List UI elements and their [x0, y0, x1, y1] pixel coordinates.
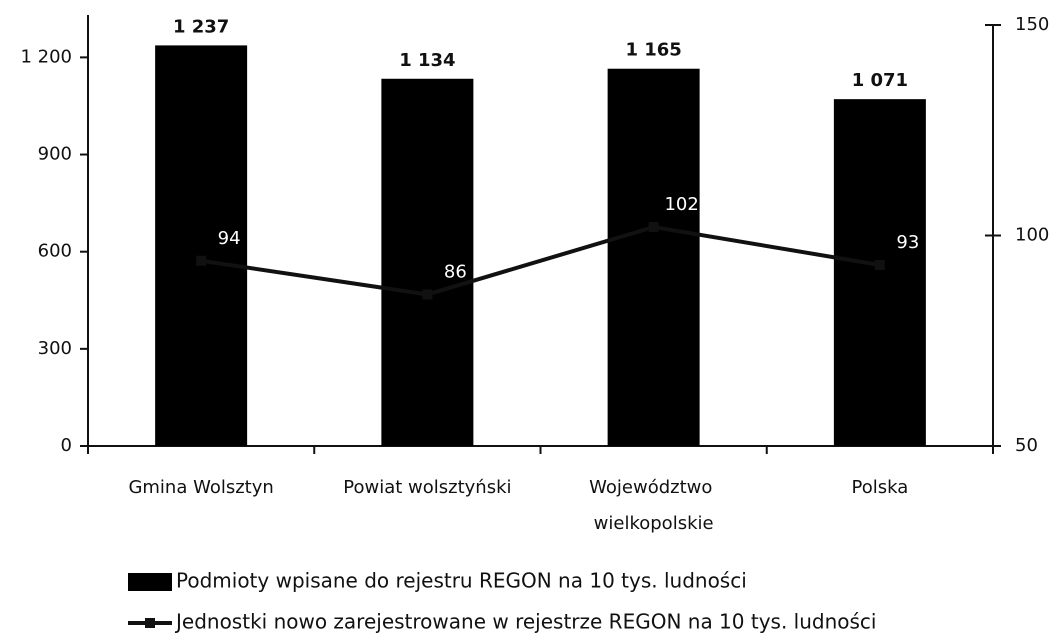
- bar: [381, 78, 474, 447]
- line-marker: [874, 259, 885, 270]
- line-value-label: 86: [444, 261, 467, 282]
- bar-value-label: 1 071: [852, 70, 908, 91]
- bar-value-label: 1 134: [399, 50, 455, 71]
- y2-tick-label: 150: [1015, 14, 1049, 35]
- y-tick-label: 300: [38, 338, 72, 359]
- bar: [607, 68, 700, 446]
- line: [200, 225, 881, 297]
- line-value-label: 102: [664, 194, 698, 215]
- legend-swatch: [128, 573, 172, 591]
- y2-tick-label: 100: [1015, 225, 1049, 246]
- y-tick-label: 0: [61, 435, 72, 456]
- y-tick-label: 900: [38, 144, 72, 165]
- x-tick-label: Gmina Wolsztyn: [128, 477, 273, 498]
- bar-value-label: 1 237: [173, 16, 229, 37]
- legend-label: Jednostki nowo zarejestrowane w rejestrz…: [174, 610, 877, 634]
- line-value-label: 94: [218, 228, 241, 249]
- line-marker: [196, 255, 207, 266]
- line-marker: [648, 222, 659, 233]
- bar: [833, 99, 926, 446]
- legend-marker: [145, 618, 155, 628]
- bar-value-label: 1 165: [625, 40, 681, 61]
- line-marker: [422, 289, 433, 300]
- x-tick-label: Polska: [852, 477, 909, 498]
- y-tick-label: 1 200: [20, 46, 72, 67]
- line-value-label: 93: [896, 232, 919, 253]
- x-tick-label: Województwo wielkopolskie: [589, 477, 718, 534]
- y-tick-label: 600: [38, 241, 72, 262]
- y2-tick-label: 50: [1015, 435, 1038, 456]
- legend-label: Podmioty wpisane do rejestru REGON na 10…: [176, 569, 747, 593]
- x-tick-label: Powiat wolsztyński: [343, 477, 511, 498]
- bar: [155, 45, 248, 446]
